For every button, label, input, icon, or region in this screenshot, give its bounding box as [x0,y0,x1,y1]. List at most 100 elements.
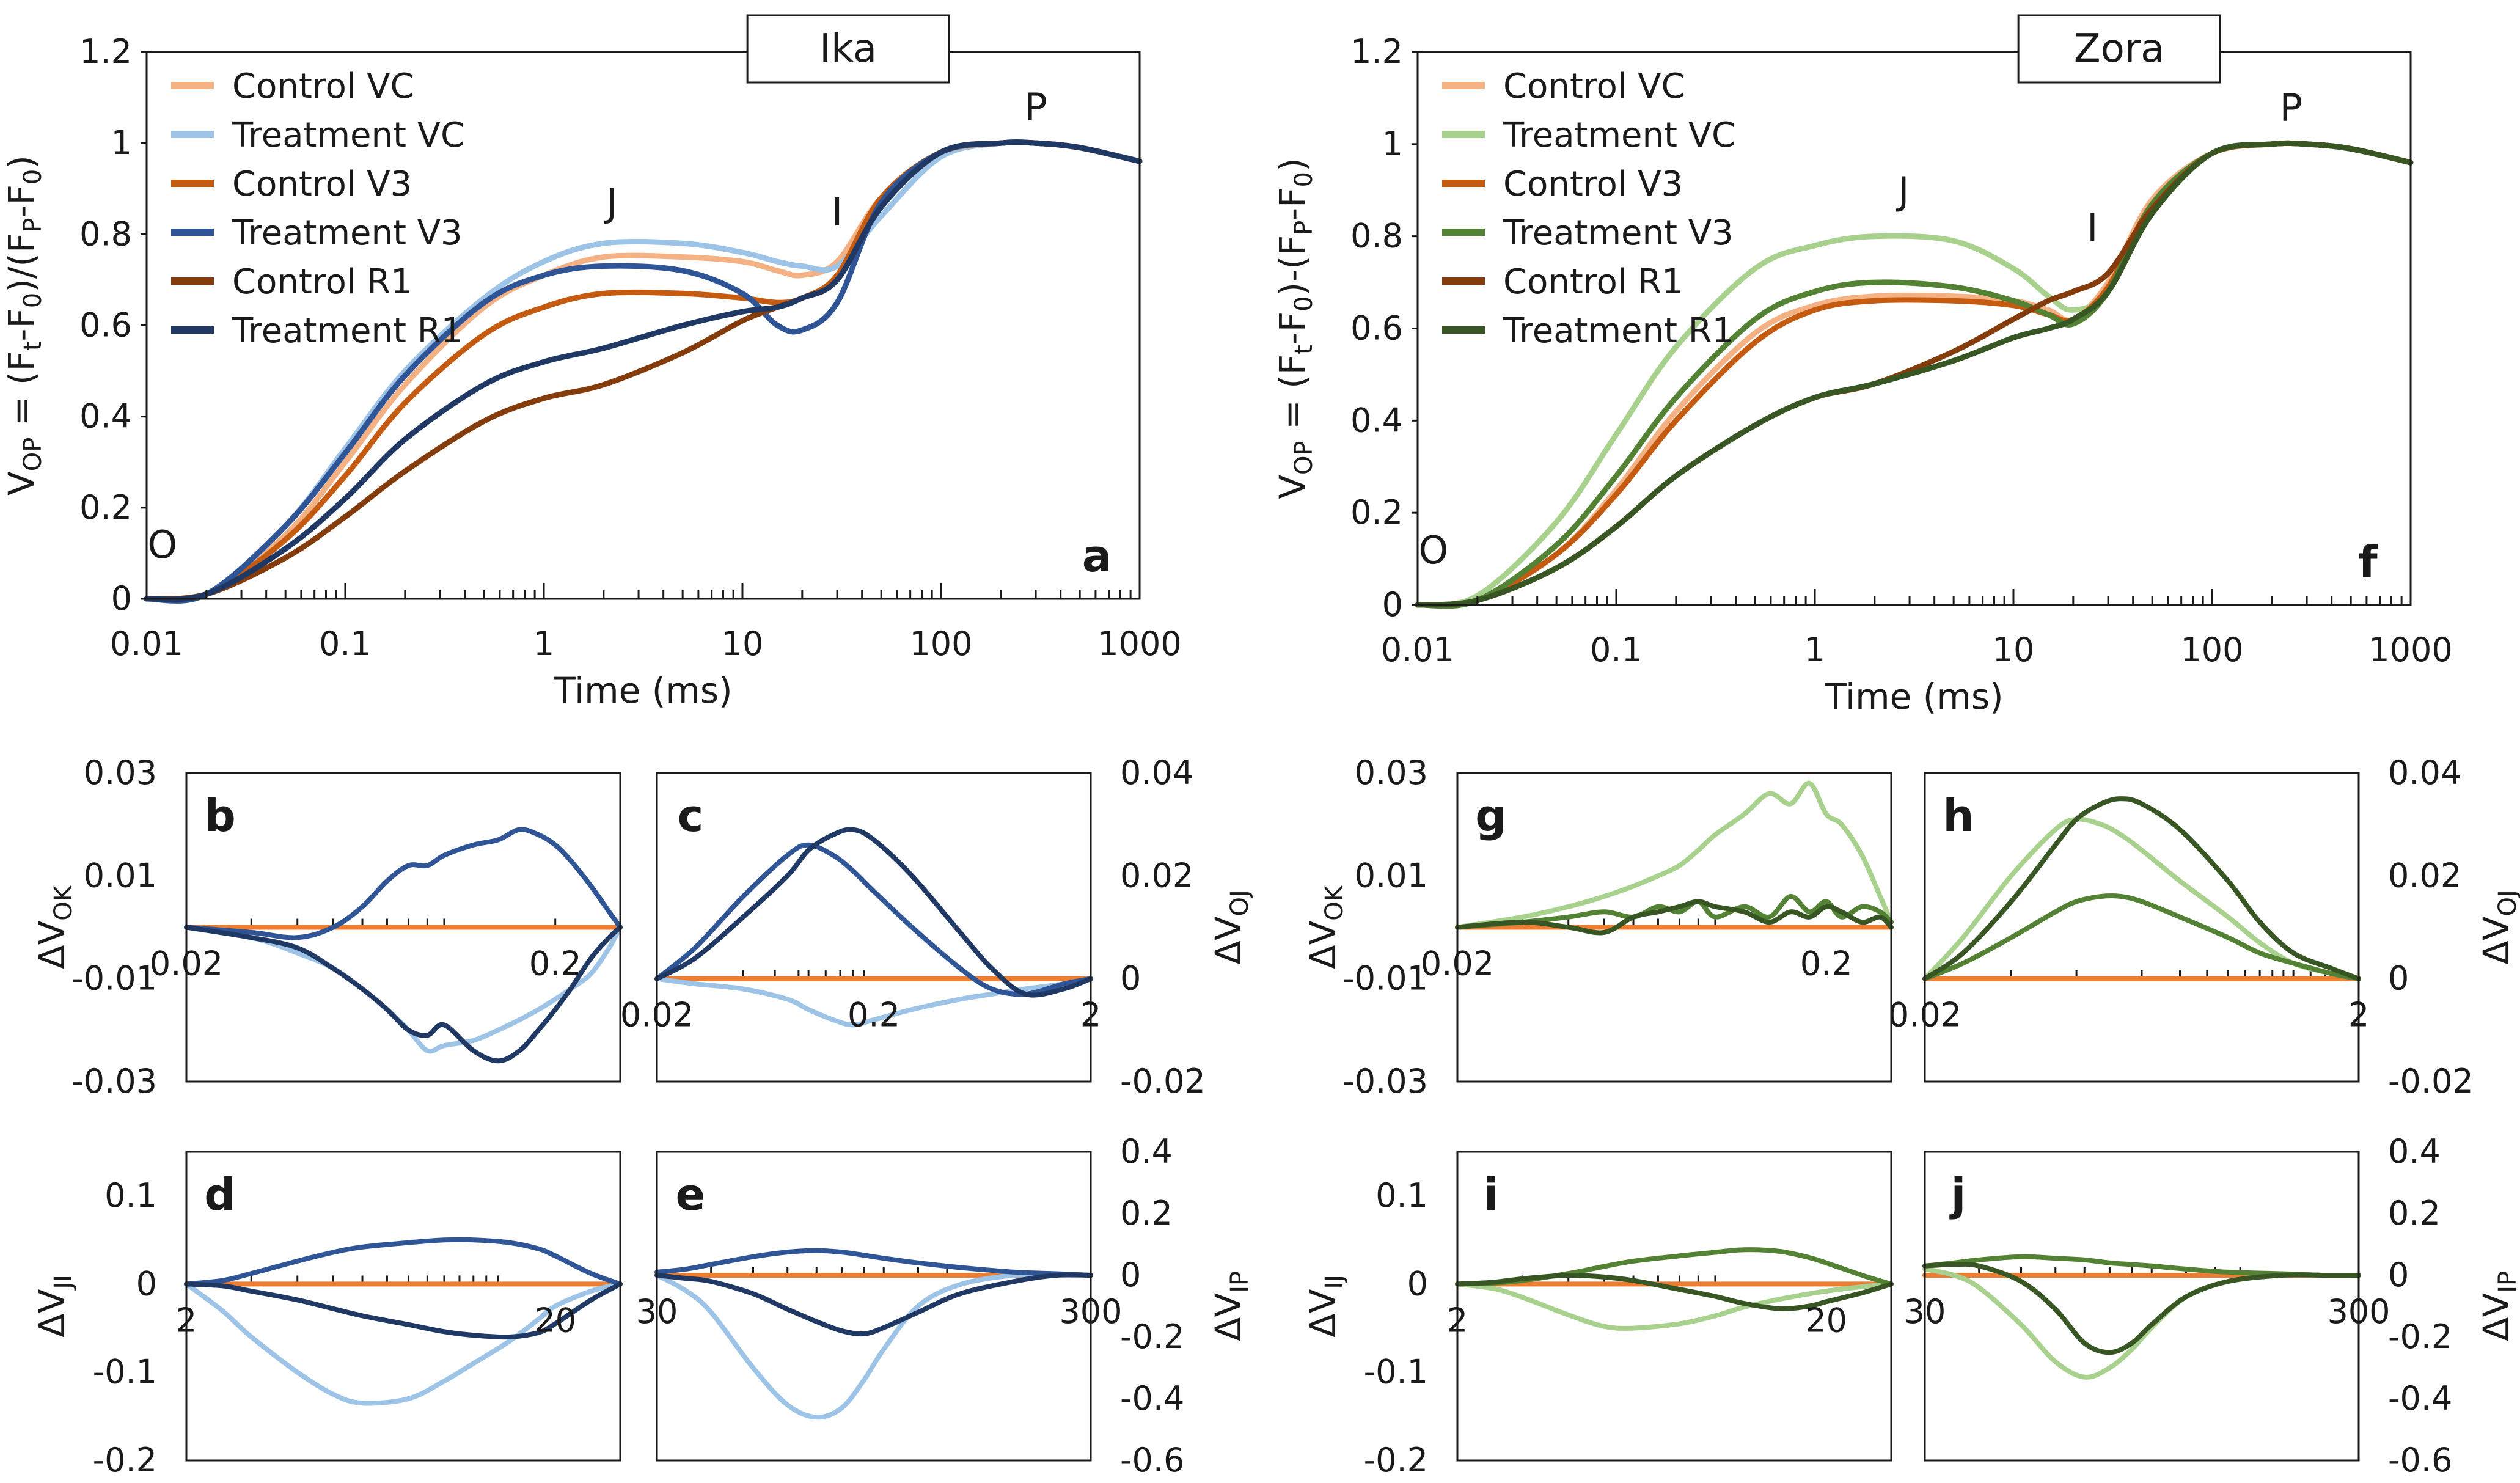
y-axis-label-i: ΔVIJ [1302,1275,1349,1338]
y-axis-label-part-a: V [1,471,42,496]
y-tick-label-g-2: -0.01 [1342,959,1428,998]
y-axis-label-part-f: OP [1290,441,1318,475]
phase-label-f-0: O [1418,528,1448,573]
y-tick-label-f-3: 0.6 [1350,309,1403,348]
y-tick-label-f-4: 0.8 [1350,217,1403,255]
x-tick-label-h-0: 0.02 [1888,996,1961,1034]
y-tick-label-d-3: -0.2 [93,1441,157,1479]
y-axis-label-main-g: ΔV [1302,920,1344,969]
y-axis-label-main-b: ΔV [31,920,73,969]
y-axis-label-main-j: ΔV [2475,1292,2517,1341]
y-axis-label-c: ΔVOJ [1207,890,1254,965]
y-tick-label-d-2: -0.1 [93,1353,157,1391]
plot-frame-i [1456,1151,1892,1462]
panel-letter-b: b [204,790,236,841]
y-tick-label-e-1: 0.2 [1120,1194,1173,1232]
x-tick-label-d-1: 20 [534,1301,576,1339]
y-tick-label-e-2: 0 [1120,1256,1141,1294]
y-axis-label-j: ΔVIP [2475,1271,2520,1341]
phase-label-f-3: P [2280,86,2302,130]
y-tick-label-j-1: 0.2 [2388,1194,2441,1232]
x-tick-label-a-4: 100 [909,624,972,663]
y-axis-label-part-a: 0 [19,293,47,308]
y-tick-label-e-4: -0.4 [1120,1379,1184,1418]
y-axis-label-b: ΔVOK [31,884,78,969]
y-tick-label-j-2: 0 [2388,1256,2409,1294]
phase-label-a-0: O [147,522,177,567]
y-tick-label-g-1: 0.01 [1355,856,1428,895]
plot-frame-j [1924,1151,2360,1462]
y-axis-label-sub-h: OJ [2494,890,2520,916]
y-tick-label-i-2: -0.1 [1364,1353,1428,1391]
series-line-f-5 [1415,140,2414,608]
panel-letter-a: a [1082,530,1112,582]
y-tick-label-i-0: 0.1 [1375,1176,1428,1215]
y-tick-label-a-5: 1 [111,123,132,162]
chart-b: 0.02 0.2 0.03 0.01 -0.01 -0.03 ΔVOK b [31,753,623,1100]
y-tick-label-c-1: 0.02 [1120,856,1193,895]
y-tick-label-e-5: -0.6 [1120,1441,1184,1479]
y-axis-label-a: VOP = (Ft-F0)/(FP-F0) [1,155,47,496]
plot-frame-e [656,1151,1092,1462]
y-tick-label-a-2: 0.4 [79,397,132,436]
y-tick-label-c-3: -0.02 [1120,1062,1206,1100]
x-tick-label-e-0: 30 [636,1292,678,1331]
x-tick-label-j-0: 30 [1904,1292,1946,1331]
y-axis-label-part-a: P [19,218,47,232]
legend-label-f-5: Treatment R1 [1503,311,1734,351]
series-line-g-1 [1455,780,1894,930]
phase-label-a-2: I [832,189,843,234]
chart-j: 30 300 0.4 0.2 0 -0.2 -0.4 -0.6 ΔVIP j [1904,1132,2520,1479]
plot-frame-g [1456,772,1892,1083]
y-axis-label-part-a: )/(F [1,233,42,293]
y-tick-label-f-0: 0 [1382,585,1403,624]
series-line-i-3 [1455,1272,1894,1311]
y-tick-label-a-0: 0 [111,579,132,618]
y-tick-label-e-0: 0.4 [1120,1132,1173,1171]
legend-label-a-2: Control V3 [232,164,412,204]
x-tick-label-a-5: 1000 [1097,624,1181,663]
panel-letter-f: f [2358,536,2378,588]
y-axis-label-part-f: ) [1272,158,1313,172]
x-axis-label-a: Time (ms) [553,670,732,711]
panel-letter-h: h [1943,790,1974,841]
chart-title-box-f [2017,14,2221,84]
y-tick-label-f-5: 1 [1382,125,1403,163]
y-tick-label-f-6: 1.2 [1350,32,1403,71]
series-line-i-1 [1455,1281,1894,1331]
chart-title-box-a [746,14,950,84]
x-tick-label-f-5: 1000 [2368,631,2452,669]
y-axis-label-main-d: ΔV [31,1289,73,1338]
y-tick-label-h-2: 0 [2388,959,2409,998]
y-tick-label-b-1: 0.01 [84,856,157,895]
y-axis-label-sub-e: IP [1226,1271,1254,1293]
y-axis-label-sub-i: IJ [1320,1275,1349,1289]
legend-label-a-0: Control VC [232,67,414,106]
x-tick-label-c-0: 0.02 [620,996,694,1034]
legend-label-a-5: Treatment R1 [232,311,463,351]
series-line-d-2 [184,1237,623,1287]
y-axis-label-part-f: P [1290,221,1318,235]
x-tick-label-g-1: 0.2 [1800,945,1853,983]
y-tick-label-h-3: -0.02 [2388,1062,2474,1100]
y-tick-label-a-3: 0.6 [79,306,132,345]
y-tick-label-f-1: 0.2 [1350,493,1403,532]
chart-title-f: Zora [2074,26,2165,71]
series-line-j-1 [1922,1266,2361,1380]
y-tick-label-a-1: 0.2 [79,488,132,527]
y-axis-label-part-f: -F [1272,312,1313,345]
series-line-g-2 [1455,894,1894,930]
y-tick-label-j-3: -0.2 [2388,1317,2452,1356]
legend-label-a-3: Treatment V3 [232,213,463,253]
series-line-h-2 [1922,893,2361,981]
chart-a: 0 0.2 0.4 0.6 0.8 1 1.2 0.01 0.1 1 10 100 1000 Time (… [1,14,1182,711]
chart-g: 0.02 0.2 0.03 0.01 -0.01 -0.03 ΔVOK g [1302,753,1894,1100]
series-line-h-3 [1922,796,2361,981]
y-tick-label-i-3: -0.2 [1364,1441,1428,1479]
y-tick-label-b-3: -0.03 [71,1062,157,1100]
y-axis-label-part-a: = (F [1,351,42,437]
x-tick-label-b-0: 0.02 [150,945,223,983]
y-tick-label-c-2: 0 [1120,959,1141,998]
series-line-e-3 [654,1272,1093,1337]
legend-label-f-2: Control V3 [1503,164,1683,204]
